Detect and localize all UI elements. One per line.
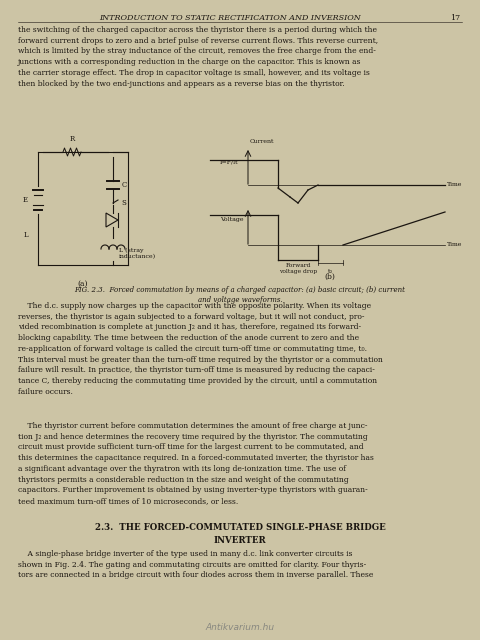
Text: Time: Time (447, 243, 462, 248)
Text: I=F/lt: I=F/lt (220, 159, 239, 164)
Text: S: S (121, 199, 126, 207)
Text: 2.3.  THE FORCED-COMMUTATED SINGLE-PHASE BRIDGE
INVERTER: 2.3. THE FORCED-COMMUTATED SINGLE-PHASE … (95, 523, 385, 545)
Text: The thyristor current before commutation determines the amount of free charge at: The thyristor current before commutation… (18, 422, 374, 505)
Text: Time: Time (447, 182, 462, 188)
Text: (b): (b) (324, 273, 336, 281)
Text: C: C (122, 181, 127, 189)
Text: A single-phase bridge inverter of the type used in many d.c. link converter circ: A single-phase bridge inverter of the ty… (18, 550, 373, 579)
Text: Current: Current (250, 139, 275, 144)
Text: R: R (70, 135, 74, 143)
Text: (a): (a) (78, 280, 88, 288)
Text: Antikvarium.hu: Antikvarium.hu (205, 623, 275, 632)
Text: Voltage: Voltage (220, 218, 243, 223)
Text: Forward
voltage drop: Forward voltage drop (279, 263, 317, 274)
Text: L (stray: L (stray (119, 248, 144, 253)
Text: L: L (24, 231, 28, 239)
Text: t₀: t₀ (327, 269, 333, 274)
Text: E: E (23, 196, 28, 204)
Text: FIG. 2.3.  Forced commutation by means of a charged capacitor: (a) basic circuit: FIG. 2.3. Forced commutation by means of… (74, 286, 406, 305)
Text: The d.c. supply now charges up the capacitor with the opposite polarity. When it: The d.c. supply now charges up the capac… (18, 302, 383, 396)
Text: the switching of the charged capacitor across the thyristor there is a period du: the switching of the charged capacitor a… (18, 26, 378, 88)
Text: INTRODUCTION TO STATIC RECTIFICATION AND INVERSION: INTRODUCTION TO STATIC RECTIFICATION AND… (99, 14, 361, 22)
Text: inductance): inductance) (119, 255, 156, 260)
Text: 17: 17 (450, 14, 460, 22)
